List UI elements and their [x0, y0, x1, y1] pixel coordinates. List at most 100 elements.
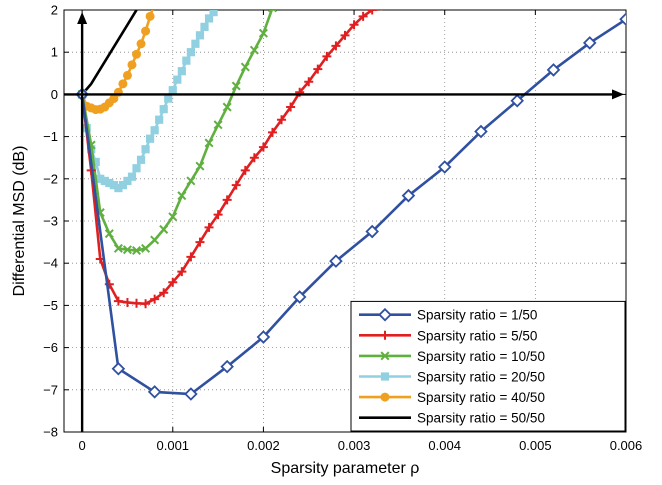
data-point	[122, 70, 132, 80]
axis-arrows	[64, 12, 624, 432]
data-point	[132, 246, 142, 256]
legend-marker	[378, 307, 392, 322]
legend-entry: Sparsity ratio = 1/50	[359, 308, 537, 323]
data-point	[195, 31, 205, 40]
y-tick-label: −8	[43, 425, 58, 440]
data-point	[380, 10, 383, 11]
data-point	[150, 235, 160, 245]
y-axis-arrowhead	[77, 12, 88, 24]
data-point	[146, 134, 155, 143]
series-line	[81, 10, 138, 96]
data-point	[145, 11, 155, 21]
data-point	[177, 267, 187, 277]
y-tick-label: −1	[43, 129, 58, 144]
data-point	[177, 67, 186, 76]
legend-label: Sparsity ratio = 10/50	[417, 349, 545, 364]
data-point	[159, 288, 169, 298]
data-point	[204, 138, 214, 148]
data-point	[437, 160, 452, 174]
data-point	[141, 299, 151, 309]
data-point	[204, 14, 214, 23]
series	[77, 10, 383, 309]
legend-marker	[380, 392, 390, 402]
data-point	[155, 115, 164, 124]
data-point	[113, 296, 123, 306]
legend-entry: Sparsity ratio = 50/50	[359, 411, 545, 426]
data-point	[322, 51, 332, 61]
series-line	[80, 18, 626, 396]
x-tick-label: 0.002	[247, 438, 280, 453]
data-point	[122, 297, 132, 307]
series	[81, 10, 138, 96]
data-point	[329, 254, 343, 268]
data-point	[340, 30, 350, 40]
y-tick-label: −5	[43, 298, 58, 313]
data-point	[619, 12, 626, 27]
data-point	[349, 20, 359, 30]
x-tick-label: 0.004	[428, 438, 461, 453]
data-point	[159, 224, 169, 234]
data-point	[136, 39, 146, 49]
data-point	[292, 290, 307, 304]
data-point	[209, 10, 218, 17]
series-line	[80, 10, 376, 306]
ticks: 0 0.001 0.002 0.003 0.004 0.005 0.006 −8 −7 −6 −5 −…	[43, 3, 642, 454]
data-point	[186, 176, 196, 186]
data-point	[258, 142, 268, 152]
data-point	[195, 161, 205, 171]
data-point	[111, 361, 126, 376]
x-tick-label: 0.005	[519, 438, 552, 453]
data-point	[367, 10, 377, 15]
legend-entry: Sparsity ratio = 20/50	[359, 370, 545, 385]
data-point	[195, 237, 205, 247]
x-tick-label: 0.006	[610, 438, 643, 453]
legend-entry: Sparsity ratio = 40/50	[359, 390, 545, 405]
data-point	[331, 41, 341, 51]
data-point	[258, 28, 268, 38]
x-tick-label: 0.003	[338, 438, 371, 453]
data-point	[401, 188, 416, 203]
data-point	[231, 180, 241, 190]
series-line	[80, 10, 274, 252]
data-point	[286, 102, 296, 112]
x-tick-label: 0	[79, 438, 86, 453]
y-axis-title: Differential MSD (dB)	[11, 146, 28, 297]
data-point	[186, 252, 196, 262]
data-point	[510, 93, 524, 108]
data-point	[113, 243, 123, 253]
data-point	[213, 120, 223, 130]
y-tick-label: −4	[43, 256, 58, 271]
data-point	[136, 155, 146, 164]
legend-marker	[380, 330, 390, 340]
data-point	[168, 277, 178, 287]
y-tick-label: 1	[51, 45, 58, 60]
data-point	[150, 294, 160, 304]
data-point	[200, 22, 209, 31]
data-point	[240, 62, 250, 72]
legend-entry: Sparsity ratio = 5/50	[359, 328, 537, 343]
data-point	[249, 45, 259, 55]
data-point	[214, 2, 221, 9]
data-point	[141, 145, 150, 154]
data-point	[122, 245, 132, 255]
y-tick-label: −7	[43, 382, 58, 397]
data-point	[127, 60, 137, 70]
legend-label: Sparsity ratio = 5/50	[417, 328, 537, 343]
legend: Sparsity ratio = 1/50 Sparsity ratio = 5/…	[350, 300, 626, 432]
y-tick-label: 2	[51, 3, 58, 18]
data-point	[168, 86, 177, 95]
y-tick-label: −2	[43, 171, 58, 186]
data-point	[132, 298, 142, 308]
legend-marker	[380, 372, 390, 381]
data-point	[474, 124, 488, 139]
data-point	[191, 39, 200, 48]
data-point	[231, 81, 241, 91]
x-axis-title: Sparsity parameter ρ	[271, 460, 420, 477]
data-point	[150, 126, 159, 135]
data-point	[222, 195, 232, 205]
legend-label: Sparsity ratio = 40/50	[417, 390, 545, 405]
y-tick-label: −3	[43, 214, 58, 229]
legend-label: Sparsity ratio = 20/50	[417, 370, 545, 385]
